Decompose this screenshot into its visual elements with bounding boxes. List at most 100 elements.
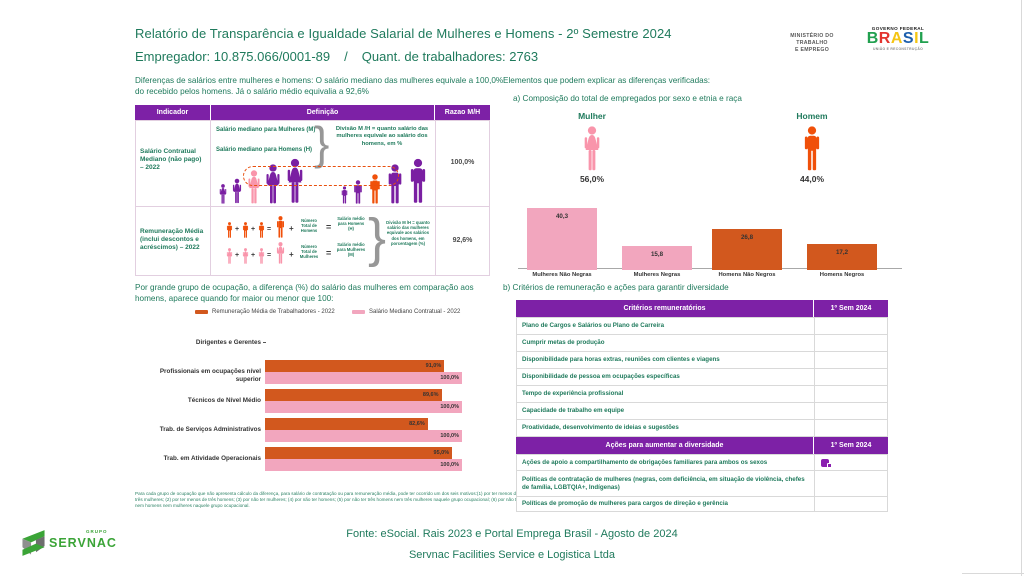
plus-operator: + [251,252,256,259]
criteria-row: Capacidade de trabalho em equipe [516,402,888,420]
woman-icon [232,178,242,204]
company-line: Servnac Facilities Service e Logistica L… [408,549,616,561]
male-figure-icon [803,126,821,171]
workers-count: Quant. de trabalhadores: 2763 [361,49,539,64]
plus-operator: + [235,252,240,259]
male-percentage: 44,0% [799,174,825,184]
brasil-wordmark: BRASIL [866,30,930,47]
diversity-row: Políticas de promoção de mulheres para c… [516,496,888,512]
hbar-remuneracao: 91,0% [265,360,445,372]
criteria-row-label: Disponibilidade para horas extras, reuni… [517,352,815,368]
occupation-label: Trab. em Atividade Operacionais [163,455,261,462]
men-total-label: Número Total de Homens [300,218,318,234]
ministry-line-2: TRABALHO [796,40,828,46]
page-edge-line [962,573,1024,574]
hbar-value-label: 95,0% [433,450,450,456]
woman-icon [219,184,227,204]
employer-id: Empregador: 10.875.066/0001-89 [135,49,331,64]
diversity-value-cell [815,471,887,496]
diversity-marker-icon [827,463,832,468]
criteria-value-cell [815,318,887,334]
intro-right-text: Elementos que podem explicar as diferenç… [503,76,711,85]
hbar-value-label: 91,0% [425,363,442,369]
occupation-label: Profissionais em ocupações nível superio… [159,368,261,383]
diversity-row: Políticas de contratação de mulheres (ne… [516,470,888,497]
bar-value-label: 17,2 [835,248,849,256]
source-line: Fonte: eSocial. Rais 2023 e Portal Empre… [346,528,678,540]
separator: / [344,49,348,64]
criteria-row-label: Cumprir metas de produção [517,335,815,351]
def-median-women: Salário mediano para Mulheres (M) [216,127,316,133]
servnac-logo-icon [22,530,45,556]
razao-row2-value: 92,6% [452,237,473,244]
criteria-value-cell [815,420,887,436]
indicator-row1-label: Salário Contratual Mediano (não pago) – … [140,148,202,172]
ministry-line-1: MINISTÉRIO DO [790,33,834,39]
hbar-mediano: 100,0% [265,372,462,384]
criteria-row-label: Disponibilidade de pessoa em ocupações e… [517,369,815,385]
indicator-table-col-divider-2 [435,120,436,276]
equals-operator: = [326,248,332,258]
category-label: Homens Negros [819,272,865,278]
legend-swatch-mediano [352,310,365,314]
criteria-row: Disponibilidade para horas extras, reuni… [516,351,888,369]
plus-operator: + [289,224,294,233]
hbar-value-label: 100,0% [440,375,459,381]
diversity-header-period: 1º Sem 2024 [830,442,872,449]
hbar-value-label: 100,0% [440,433,459,439]
man-total-icon [276,216,285,238]
axis-tick [263,342,266,343]
diversity-table-header: Ações para aumentar a diversidade 1º Sem… [516,437,888,454]
diversity-marker-icon [821,459,829,467]
female-label: Mulher [578,111,606,121]
hbar-mediano: 100,0% [265,430,462,442]
woman-icon [226,248,233,264]
criteria-row-label: Tempo de experiência profissional [517,386,815,402]
criteria-row-label: Proatividade, desenvolvimento de ideias … [517,420,815,436]
man-icon [409,158,427,204]
criteria-value-cell [815,335,887,351]
occupation-label: Trab. de Serviços Administrativos [159,426,261,433]
plus-operator: + [251,226,256,233]
women-total-label: Número Total de Mulheres [299,244,319,260]
criteria-row: Plano de Cargos e Salários ou Plano de C… [516,317,888,335]
ministry-logo: MINISTÉRIO DO TRABALHO E EMPREGO [766,33,858,54]
criteria-row-label: Capacidade de trabalho em equipe [517,403,815,419]
category-label: Mulheres Negras [633,272,681,278]
occupation-label: Dirigentes e Gerentes [195,339,261,346]
bar-homens-nao-negros: 26,8 [712,228,782,270]
woman-total-icon [276,242,285,264]
bar-value-label: 40,3 [555,212,569,220]
diversity-header-title: Ações para aumentar a diversidade [516,437,814,454]
occupation-label: Técnicos de Nível Médio [187,397,261,404]
ministry-line-3: E EMPREGO [794,47,830,53]
def-note-row1: Divisão M /H = quanto salário das mulher… [335,126,429,147]
employer-line: Empregador: 10.875.066/0001-89 / Quant. … [135,49,538,64]
female-figure-icon [583,126,601,171]
criteria-row: Proatividade, desenvolvimento de ideias … [516,419,888,437]
hbar-remuneracao: 95,0% [265,447,453,459]
def-median-men: Salário mediano para Homens (H) [216,147,313,153]
criteria-row: Cumprir metas de produção [516,334,888,352]
indicator-table-header-indicador: Indicador [135,105,210,120]
occupation-group-chart: Dirigentes e Gerentes Profissionais em o… [135,330,475,480]
women-salary-label: Salário médio para Mulheres (M) [336,242,366,258]
category-label: Mulheres Não Negras [532,272,592,278]
servnac-wordmark: SERVNAC [49,536,117,550]
median-highlight-dashed-box [243,166,399,186]
criteria-value-cell [815,369,887,385]
equals-operator: = [267,226,272,233]
diversity-value-cell [815,455,887,470]
gov-federal-logo: GOVERNO FEDERAL BRASIL UNIÃO E RECONSTRU… [858,26,938,51]
brace-row1: } [314,117,330,169]
criteria-row: Disponibilidade de pessoa em ocupações e… [516,368,888,386]
criteria-header-title: Critérios remuneratórios [516,300,814,317]
woman-icon [242,248,249,264]
category-label: Homens Não Negros [718,272,776,278]
indicator-row2-label: Remuneração Média (inclui descontos e ac… [140,228,204,252]
diversity-row: Ações de apoio a compartilhamento de obr… [516,454,888,471]
plus-operator: + [289,250,294,259]
section-b-title: b) Critérios de remuneração e ações para… [503,283,729,292]
criteria-row-label: Plano de Cargos e Salários ou Plano de C… [517,318,815,334]
female-percentage: 56,0% [579,174,605,184]
